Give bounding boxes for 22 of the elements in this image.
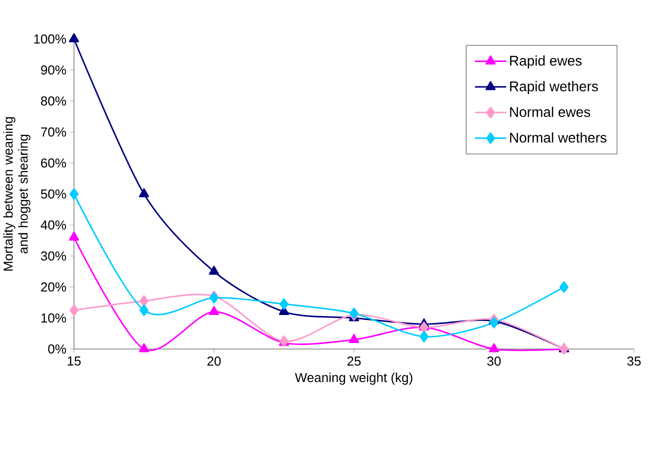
legend-label: Normal ewes xyxy=(510,106,590,117)
y-tick-label: 10% xyxy=(41,313,66,323)
y-tick-label: 40% xyxy=(40,220,66,230)
y-tick-label: 90% xyxy=(41,65,66,75)
y-tick-label: 20% xyxy=(41,282,66,292)
y-axis-title: Mortality between weaning and hogget shearing xyxy=(3,117,30,271)
legend-label: Rapid wethers xyxy=(510,81,598,94)
x-tick-label: 20 xyxy=(207,356,221,366)
x-axis-title: Weaning weight (kg) xyxy=(294,372,412,385)
y-tick-label: 30% xyxy=(40,251,66,261)
y-tick-label: 50% xyxy=(40,189,66,199)
legend-label: Rapid ewes xyxy=(510,55,582,68)
x-tick-label: 15 xyxy=(68,356,81,366)
x-tick-label: 30 xyxy=(487,356,501,366)
y-tick-label: 0% xyxy=(48,344,66,354)
y-tick-label: 100% xyxy=(34,34,66,44)
legend-label: Normal wethers xyxy=(510,132,606,143)
x-tick-label: 35 xyxy=(627,356,641,366)
x-tick-label: 25 xyxy=(347,356,361,366)
y-tick-label: 70% xyxy=(41,127,66,137)
y-tick-label: 80% xyxy=(41,96,66,106)
y-tick-label: 60% xyxy=(41,158,66,168)
